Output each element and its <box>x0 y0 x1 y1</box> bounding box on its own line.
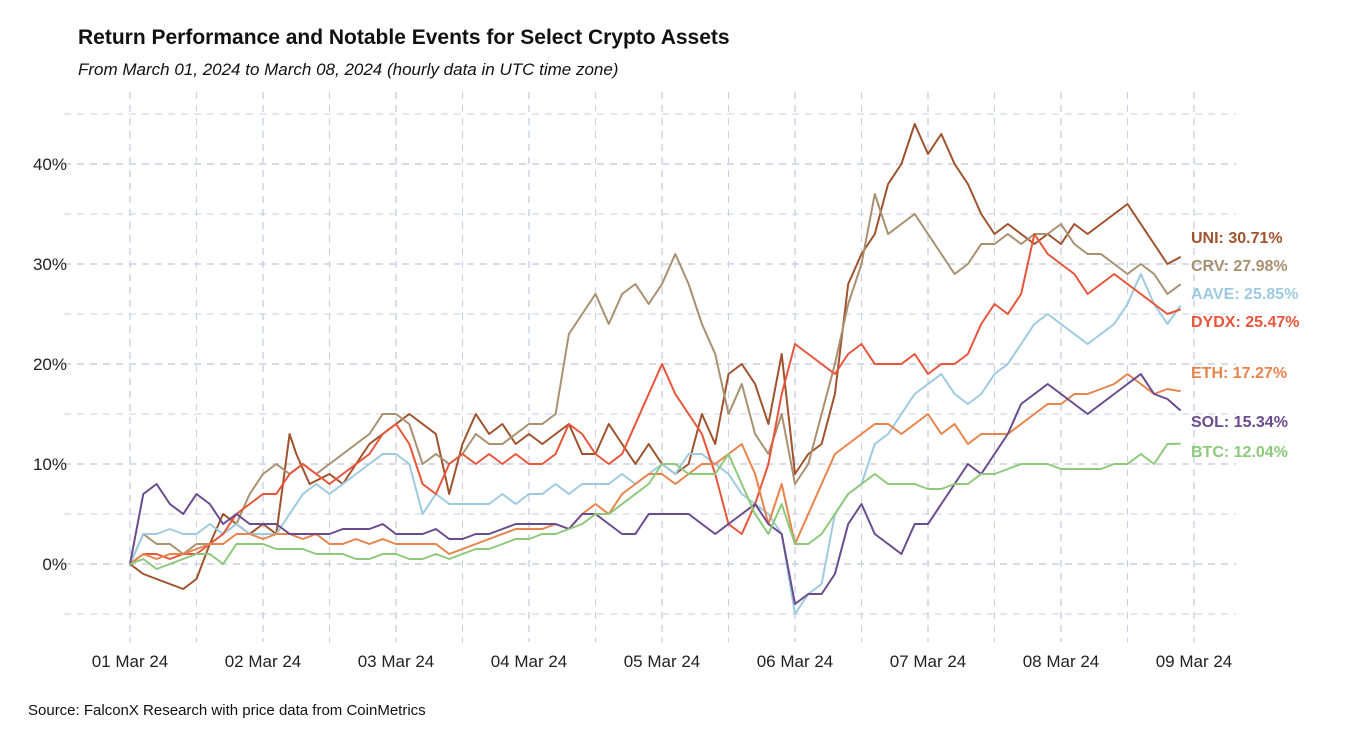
x-tick-label: 02 Mar 24 <box>225 652 302 671</box>
y-tick-label: 10% <box>33 455 67 474</box>
y-tick-label: 20% <box>33 355 67 374</box>
end-label-eth: ETH: 17.27% <box>1191 365 1287 382</box>
series-line-btc <box>129 442 1181 570</box>
x-tick-label: 01 Mar 24 <box>92 652 169 671</box>
x-tick-label: 09 Mar 24 <box>1156 652 1233 671</box>
end-label-dydx: DYDX: 25.47% <box>1191 314 1300 331</box>
series-lines <box>129 123 1182 615</box>
x-tick-label: 08 Mar 24 <box>1023 652 1100 671</box>
chart-source: Source: FalconX Research with price data… <box>28 702 426 719</box>
x-tick-label: 03 Mar 24 <box>358 652 435 671</box>
y-tick-label: 0% <box>42 555 67 574</box>
end-label-btc: BTC: 12.04% <box>1191 444 1288 461</box>
series-line-aave <box>129 273 1182 615</box>
chart-subtitle: From March 01, 2024 to March 08, 2024 (h… <box>78 60 619 79</box>
end-label-aave: AAVE: 25.85% <box>1191 286 1298 303</box>
x-tick-label: 05 Mar 24 <box>624 652 701 671</box>
chart-title: Return Performance and Notable Events fo… <box>78 26 730 49</box>
y-tick-label: 40% <box>33 155 67 174</box>
series-line-dydx <box>129 233 1182 565</box>
end-label-uni: UNI: 30.71% <box>1191 230 1283 247</box>
y-tick-label: 30% <box>33 255 67 274</box>
end-labels: UNI: 30.71% CRV: 27.98% AAVE: 25.85% DYDX: … <box>1191 230 1300 461</box>
end-label-sol: SOL: 15.34% <box>1191 414 1288 431</box>
grid <box>64 92 1236 642</box>
x-tick-label: 07 Mar 24 <box>890 652 967 671</box>
x-tick-label: 06 Mar 24 <box>757 652 834 671</box>
series-line-sol <box>129 373 1182 605</box>
axes: 0% 10% 20% 30% 40% 01 Mar 24 02 Mar 24 03 Mar 2… <box>33 155 1232 671</box>
x-tick-label: 04 Mar 24 <box>491 652 568 671</box>
series-line-uni <box>129 123 1182 590</box>
end-label-crv: CRV: 27.98% <box>1191 258 1288 275</box>
